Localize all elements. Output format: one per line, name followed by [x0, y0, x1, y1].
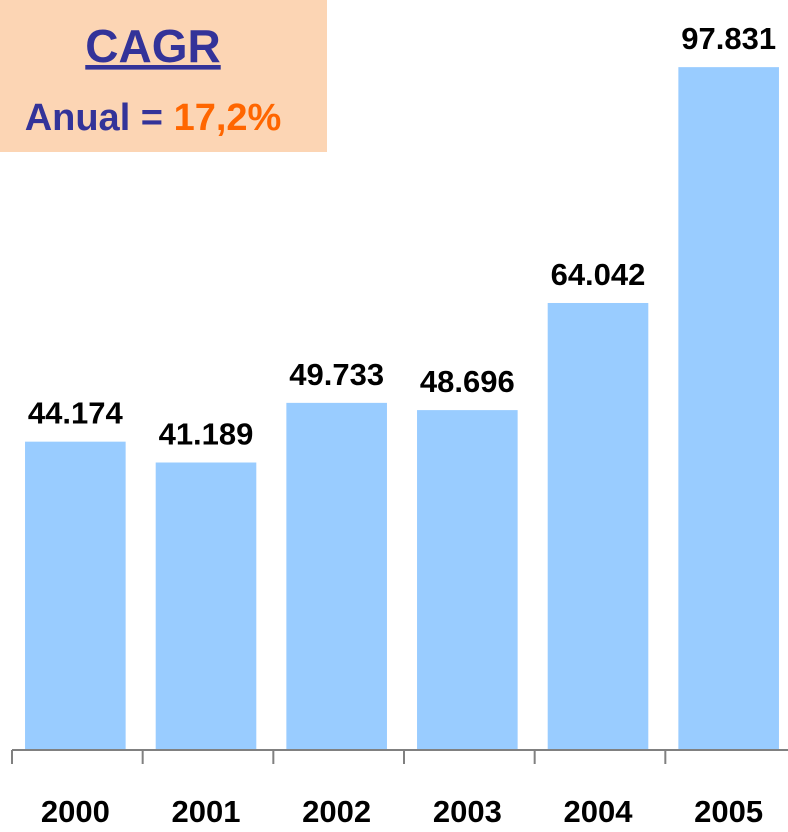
x-tick-label: 2000 [41, 794, 110, 829]
bar [417, 410, 518, 750]
bar [547, 302, 649, 750]
value-label: 97.831 [681, 21, 776, 56]
value-label: 41.189 [159, 417, 254, 452]
bar [25, 441, 126, 750]
value-label: 44.174 [28, 396, 124, 431]
bar [155, 462, 257, 750]
annotation-box [0, 0, 327, 152]
annotation-text: Anual = 17,2% [25, 97, 282, 139]
x-tick-label: 2001 [172, 794, 241, 829]
x-tick-label: 2005 [694, 794, 763, 829]
bar [678, 67, 779, 750]
bar [286, 402, 387, 750]
annotation-label: Anual = [25, 97, 163, 139]
x-tick-label: 2004 [564, 794, 634, 829]
value-label: 48.696 [420, 364, 515, 399]
value-label: 49.733 [289, 357, 384, 392]
value-label: 64.042 [551, 257, 646, 292]
x-tick-label: 2003 [433, 794, 502, 829]
annotation-value: 17,2% [174, 97, 282, 139]
x-tick-label: 2002 [302, 794, 371, 829]
annotation-title: CAGR [85, 20, 220, 72]
